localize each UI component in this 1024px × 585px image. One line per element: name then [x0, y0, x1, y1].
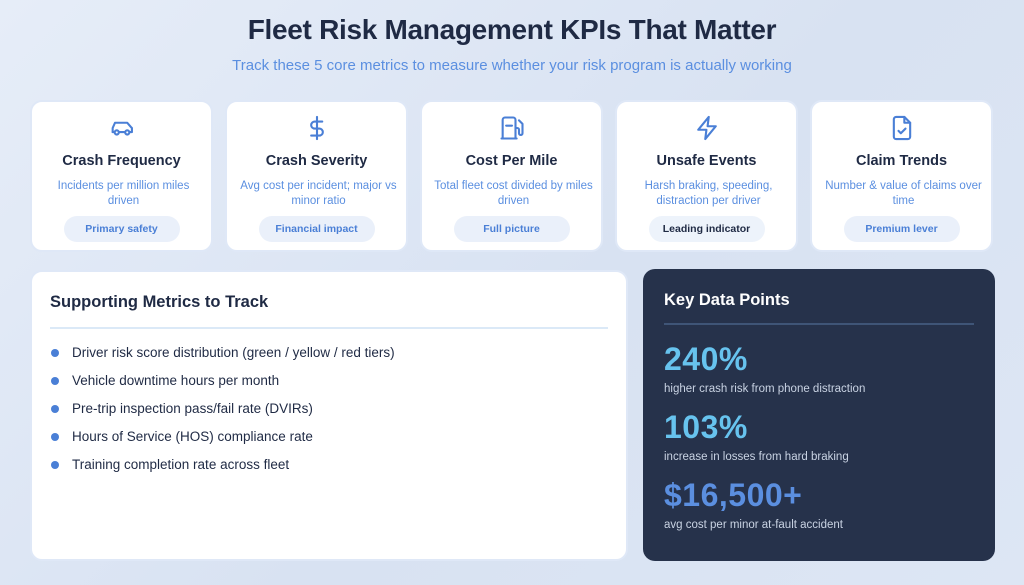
key-stat-label: increase in losses from hard braking — [664, 451, 849, 463]
kpi-card-row: Crash Frequency Incidents per million mi… — [30, 100, 994, 252]
divider — [664, 323, 974, 325]
kpi-card-crash-severity: Crash Severity Avg cost per incident; ma… — [225, 100, 408, 252]
kpi-tag: Leading indicator — [648, 216, 765, 242]
list-item-label: Driver risk score distribution (green / … — [72, 345, 395, 360]
car-icon — [32, 114, 211, 144]
list-item: Hours of Service (HOS) compliance rate — [50, 428, 395, 456]
list-item: Training completion rate across fleet — [50, 456, 395, 484]
key-data-panel: Key Data Points 240% higher crash risk f… — [643, 269, 995, 561]
page-subtitle: Track these 5 core metrics to measure wh… — [232, 57, 792, 74]
key-stat-value: 103% — [664, 409, 748, 445]
kpi-title: Crash Severity — [265, 153, 368, 169]
kpi-title: Claim Trends — [855, 153, 948, 169]
lightning-icon — [617, 114, 796, 144]
divider — [50, 327, 608, 329]
list-item-label: Training completion rate across fleet — [72, 457, 290, 472]
kpi-title: Cost Per Mile — [465, 153, 558, 169]
list-item-label: Hours of Service (HOS) compliance rate — [72, 429, 313, 444]
kpi-description: Incidents per million miles driven — [57, 180, 190, 207]
kpi-card-crash-frequency: Crash Frequency Incidents per million mi… — [30, 100, 213, 252]
list-item: Driver risk score distribution (green / … — [50, 344, 395, 372]
page-title: Fleet Risk Management KPIs That Matter — [247, 14, 777, 45]
kpi-tag: Financial impact — [258, 216, 375, 242]
kpi-tag: Full picture — [453, 216, 570, 242]
key-stat-label: higher crash risk from phone distraction — [664, 383, 866, 395]
kpi-card-cost-per-mile: Cost Per Mile Total fleet cost divided b… — [420, 100, 603, 252]
supporting-metrics-title: Supporting Metrics to Track — [50, 293, 269, 311]
key-stat: 103% increase in losses from hard brakin… — [664, 409, 849, 463]
key-stat-value: 240% — [664, 341, 748, 377]
bullet-icon — [51, 433, 59, 441]
key-stat: $16,500+ avg cost per minor at-fault acc… — [664, 477, 843, 531]
kpi-card-unsafe-events: Unsafe Events Harsh braking, speeding, d… — [615, 100, 798, 252]
list-item-label: Pre-trip inspection pass/fail rate (DVIR… — [72, 401, 313, 416]
bullet-icon — [51, 377, 59, 385]
list-item-label: Vehicle downtime hours per month — [72, 373, 280, 388]
kpi-card-claim-trends: Claim Trends Number & value of claims ov… — [810, 100, 993, 252]
kpi-description: Total fleet cost divided by miles driven — [434, 180, 593, 207]
kpi-tag: Primary safety — [63, 216, 180, 242]
key-data-title: Key Data Points — [664, 291, 790, 309]
fuel-pump-icon — [422, 114, 601, 144]
kpi-title: Unsafe Events — [656, 153, 757, 169]
key-stat-value: $16,500+ — [664, 477, 803, 513]
list-item: Vehicle downtime hours per month — [50, 372, 395, 400]
dollar-icon — [227, 114, 406, 144]
document-check-icon — [812, 114, 991, 144]
key-stat-label: avg cost per minor at-fault accident — [664, 519, 843, 531]
bullet-icon — [51, 349, 59, 357]
kpi-title: Crash Frequency — [62, 153, 181, 169]
kpi-description: Harsh braking, speeding, distraction per… — [644, 180, 773, 207]
supporting-metrics-panel: Supporting Metrics to Track Driver risk … — [30, 270, 628, 561]
bullet-icon — [51, 461, 59, 469]
kpi-tag: Premium lever — [843, 216, 960, 242]
key-stat: 240% higher crash risk from phone distra… — [664, 341, 865, 395]
supporting-metrics-list: Driver risk score distribution (green / … — [50, 344, 395, 484]
kpi-description: Number & value of claims over time — [825, 180, 982, 207]
kpi-description: Avg cost per incident; major vs minor ra… — [240, 180, 397, 207]
list-item: Pre-trip inspection pass/fail rate (DVIR… — [50, 400, 395, 428]
bullet-icon — [51, 405, 59, 413]
